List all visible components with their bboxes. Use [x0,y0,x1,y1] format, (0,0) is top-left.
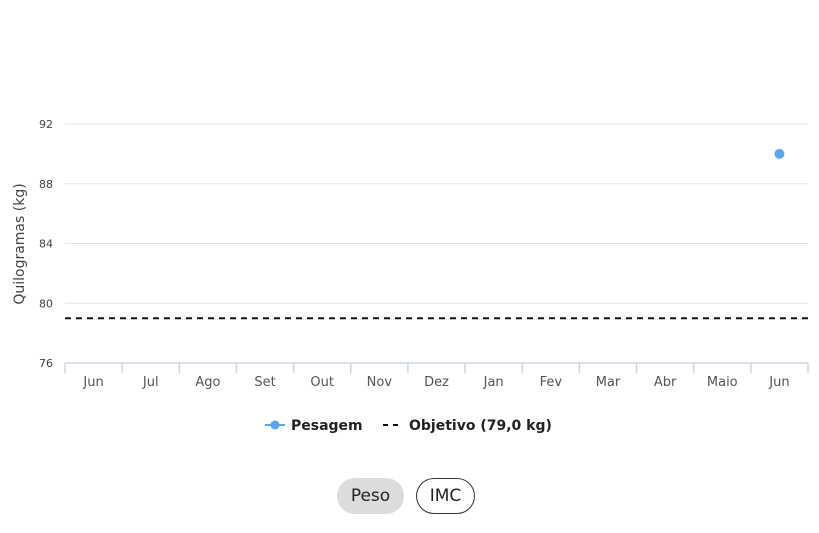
x-tick-label: Jun [768,375,789,390]
x-tick-label: Jun [82,375,103,390]
y-tick-label: 80 [39,297,53,310]
x-tick-label: Out [310,375,334,390]
y-tick-label: 88 [39,178,53,191]
y-axis-label: Quilogramas (kg) [12,183,28,304]
x-tick-label: Nov [367,375,393,390]
peso-toggle-button[interactable]: Peso [337,478,404,514]
x-tick-label: Fev [540,375,563,390]
x-tick-label: Maio [707,375,738,390]
x-tick-label: Dez [424,375,449,390]
chart-gridlines [65,123,808,304]
y-axis-ticks: 92 88 84 80 76 [39,118,53,370]
x-axis: Jun Jul Ago Set Out Nov Dez Jan Fev Mar Abr Maio Jun [64,362,809,390]
chart-series [65,148,808,320]
x-tick-label: Jan [483,375,504,390]
y-tick-label: 84 [39,238,53,251]
legend-pesagem-dot-icon [270,420,280,430]
x-tick-label: Jul [142,375,159,390]
legend-pesagem-label: Pesagem [291,418,363,434]
x-tick-label: Set [254,375,275,390]
legend-objetivo-label: Objetivo (79,0 kg) [409,418,552,434]
imc-toggle-button[interactable]: IMC [416,478,475,514]
pesagem-point [774,148,785,159]
weight-chart: 92 88 84 80 76 Quilogramas (kg) Jun Jul Ago Set… [12,118,809,434]
chart-legend[interactable]: Pesagem Objetivo (79,0 kg) [265,418,552,434]
x-tick-label: Ago [195,375,220,390]
y-tick-label: 76 [39,357,53,370]
x-tick-label: Mar [596,375,621,390]
y-tick-label: 92 [39,118,53,131]
x-tick-label: Abr [654,375,677,390]
